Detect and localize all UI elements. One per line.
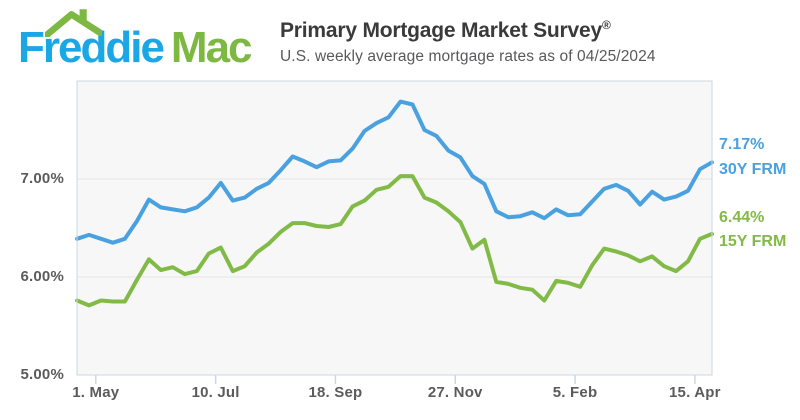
x-axis-label: 27. Nov — [427, 384, 483, 401]
logo-word-freddie: Freddie — [18, 23, 165, 72]
rate-label-15y: 6.44% — [719, 209, 765, 226]
series-line-30y-frm — [75, 99, 714, 245]
page-subtitle: U.S. weekly average mortgage rates as of… — [280, 48, 656, 66]
y-axis-label: 5.00% — [20, 366, 64, 383]
y-axis-label: 7.00% — [20, 170, 64, 187]
series-line-15y-frm — [75, 174, 714, 308]
page-title: Primary Mortgage Market Survey® — [280, 18, 611, 42]
rate-label-30y: 7.17% — [719, 136, 765, 153]
plot-border — [76, 80, 713, 376]
x-axis-label: 1. May — [72, 384, 120, 401]
logo-word-mac: Mac — [170, 23, 253, 72]
x-axis-label: 18. Sep — [308, 384, 363, 401]
roof-icon — [45, 9, 102, 37]
plot-area — [77, 81, 712, 375]
registered-mark: ® — [601, 18, 611, 32]
series-name-15y: 15Y FRM — [719, 233, 787, 250]
x-axis-label: 15. Apr — [669, 384, 721, 401]
x-axis-label: 5. Feb — [552, 384, 598, 401]
x-axis-label: 10. Jul — [191, 384, 240, 401]
freddiemac-logo: Freddie Mac — [18, 9, 253, 72]
y-axis-label: 6.00% — [20, 268, 64, 285]
header-titles: Primary Mortgage Market Survey® U.S. wee… — [280, 18, 656, 66]
series-name-30y: 30Y FRM — [719, 161, 787, 178]
